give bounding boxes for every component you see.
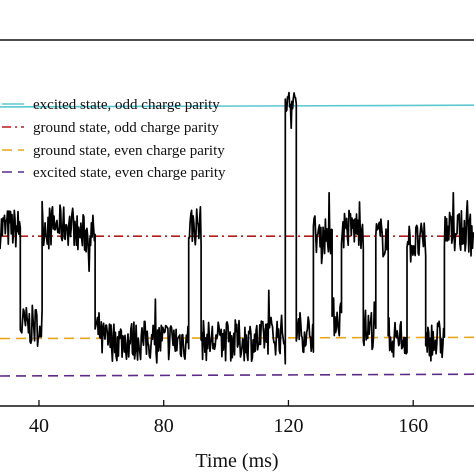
- legend-label-ground-even: ground state, even charge parity: [33, 143, 225, 159]
- x-tick-label: 120: [273, 415, 303, 437]
- x-axis-label: Time (ms): [195, 450, 278, 472]
- reference-line-excited-state-even-charge-parity: [0, 373, 474, 377]
- signal-trace-layer: [0, 91, 474, 365]
- x-axis-ticks: 40 80 120 160: [29, 400, 428, 437]
- legend-label-excited-even: excited state, even charge parity: [33, 165, 226, 181]
- legend-label-excited-odd: excited state, odd charge parity: [33, 97, 220, 113]
- x-tick-label: 40: [29, 415, 49, 437]
- legend: excited state, odd charge parity ground …: [2, 97, 226, 181]
- legend-label-ground-odd: ground state, odd charge parity: [33, 120, 219, 136]
- x-tick-label: 80: [154, 415, 174, 437]
- x-tick-label: 160: [398, 415, 428, 437]
- plot-frame: [0, 39, 474, 407]
- reference-line-excited-state-odd-charge-parity: [0, 104, 474, 108]
- signal-trace: [0, 91, 474, 365]
